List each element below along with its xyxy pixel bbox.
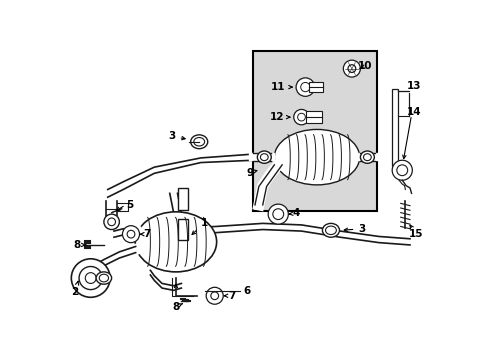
Circle shape <box>294 109 309 125</box>
Text: 7: 7 <box>224 291 235 301</box>
Bar <box>177 219 188 240</box>
Ellipse shape <box>274 130 360 185</box>
Ellipse shape <box>361 151 374 163</box>
Bar <box>177 188 188 210</box>
Ellipse shape <box>260 154 268 161</box>
Ellipse shape <box>135 212 217 272</box>
Text: 8: 8 <box>73 240 86 250</box>
Circle shape <box>108 218 116 226</box>
Ellipse shape <box>194 138 205 146</box>
Text: 12: 12 <box>270 112 290 122</box>
Circle shape <box>273 209 284 220</box>
Circle shape <box>211 292 219 300</box>
Text: 4: 4 <box>289 208 300 219</box>
Circle shape <box>296 78 315 96</box>
Bar <box>309 82 323 93</box>
Bar <box>306 111 321 123</box>
Circle shape <box>343 60 361 77</box>
Circle shape <box>104 214 120 230</box>
Ellipse shape <box>322 223 340 237</box>
Text: 6: 6 <box>244 286 251 296</box>
Circle shape <box>206 287 223 304</box>
Text: 10: 10 <box>358 61 372 71</box>
Ellipse shape <box>96 272 112 284</box>
Circle shape <box>72 259 110 297</box>
Ellipse shape <box>364 154 371 161</box>
Circle shape <box>79 266 102 289</box>
Bar <box>392 89 398 166</box>
Circle shape <box>268 204 288 224</box>
Circle shape <box>127 230 135 238</box>
Circle shape <box>397 165 408 176</box>
Text: 3: 3 <box>169 131 185 141</box>
Circle shape <box>122 226 140 243</box>
Ellipse shape <box>99 274 108 282</box>
Text: 14: 14 <box>407 108 421 117</box>
Text: 1: 1 <box>192 217 208 234</box>
Ellipse shape <box>257 151 271 163</box>
Circle shape <box>85 273 96 283</box>
Ellipse shape <box>325 226 336 235</box>
Circle shape <box>348 65 356 72</box>
Circle shape <box>297 113 305 121</box>
Ellipse shape <box>191 135 208 149</box>
Text: 5: 5 <box>126 200 133 210</box>
Bar <box>253 51 377 211</box>
Text: 3: 3 <box>344 224 366 234</box>
Text: 7: 7 <box>140 229 150 239</box>
Text: 11: 11 <box>271 82 292 92</box>
Circle shape <box>301 82 310 92</box>
Text: 15: 15 <box>409 229 423 239</box>
Circle shape <box>392 160 412 180</box>
Text: 8: 8 <box>172 302 182 311</box>
Text: 9: 9 <box>246 167 257 177</box>
Text: 2: 2 <box>72 281 79 297</box>
Text: 13: 13 <box>407 81 421 91</box>
